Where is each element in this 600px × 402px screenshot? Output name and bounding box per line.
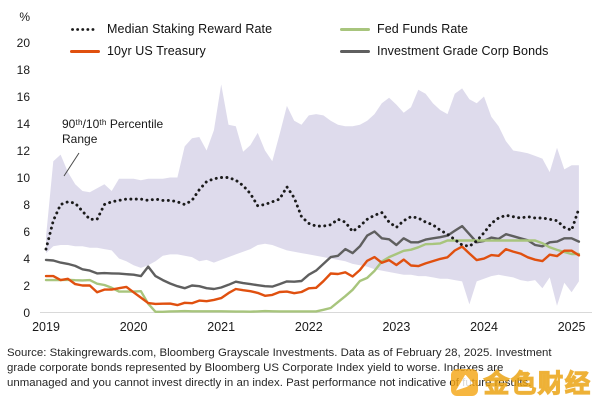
svg-text:20: 20: [17, 36, 31, 50]
legend-item-treasury: 10yr US Treasury: [70, 44, 206, 58]
orange-line-swatch: [70, 49, 100, 53]
legend-item-median-staking: Median Staking Reward Rate: [70, 22, 272, 36]
svg-text:18: 18: [17, 63, 31, 77]
annotation-line1: 90ᵗʰ/10ᵗʰ Percentile: [62, 117, 164, 131]
svg-text:2023: 2023: [382, 320, 410, 334]
gray-line-swatch: [340, 49, 370, 53]
dotted-line-swatch: [71, 27, 99, 31]
svg-text:2024: 2024: [470, 320, 498, 334]
watermark-text: 金色财经: [483, 369, 593, 398]
svg-text:2022: 2022: [295, 320, 323, 334]
svg-text:2021: 2021: [207, 320, 235, 334]
source-note-line: unmanaged and you cannot invest directly…: [7, 377, 532, 390]
svg-text:10: 10: [17, 171, 31, 185]
svg-text:14: 14: [17, 117, 31, 131]
annotation-line2: Range: [62, 132, 98, 146]
source-note-line: grade corporate bonds represented by Blo…: [7, 362, 504, 375]
svg-text:6: 6: [23, 225, 30, 239]
svg-text:2020: 2020: [120, 320, 148, 334]
svg-text:8: 8: [23, 198, 30, 212]
chart-canvas: 0 2 4 6 8 10 12 14 16 18 20% 2019 2020 2021 2022 2023 20…: [17, 10, 592, 334]
svg-text:16: 16: [17, 90, 31, 104]
svg-text:2025: 2025: [558, 320, 586, 334]
jinse-finance-watermark: 金色财经: [451, 364, 592, 400]
source-note: Source: Stakingrewards.com, Bloomberg Gr…: [7, 346, 599, 392]
percentile-range-annotation: 90ᵗʰ/10ᵗʰ Percentile Range: [62, 117, 163, 147]
svg-text:%: %: [19, 10, 30, 24]
legend-label: Median Staking Reward Rate: [107, 22, 273, 36]
svg-text:4: 4: [23, 252, 30, 266]
svg-text:2: 2: [23, 279, 30, 293]
legend-label: Fed Funds Rate: [377, 22, 469, 36]
jinse-logo-icon: [451, 368, 478, 396]
legend-label: Investment Grade Corp Bonds: [377, 44, 549, 58]
legend-label: 10yr US Treasury: [107, 44, 206, 58]
svg-text:12: 12: [17, 144, 31, 158]
legend-item-fed-funds: Fed Funds Rate: [340, 22, 468, 36]
svg-text:2019: 2019: [32, 320, 60, 334]
green-line-swatch: [340, 27, 370, 31]
svg-text:0: 0: [23, 306, 30, 320]
legend-item-corp-bonds: Investment Grade Corp Bonds: [340, 44, 549, 58]
source-note-line: Source: Stakingrewards.com, Bloomberg Gr…: [7, 347, 552, 359]
